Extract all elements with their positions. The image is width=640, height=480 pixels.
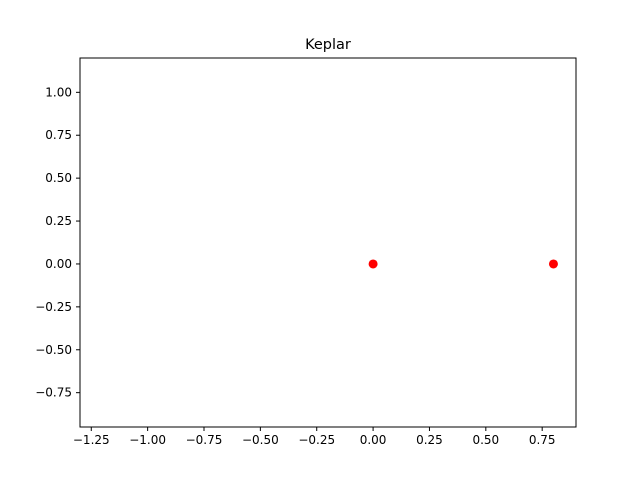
x-tick-label: −0.25 [298,433,335,447]
y-tick-label: 0.25 [45,214,72,228]
y-tick-label: 0.50 [45,171,72,185]
y-tick-label: −0.75 [35,386,72,400]
y-tick-label: −0.25 [35,300,72,314]
x-tick-label: 0.00 [360,433,387,447]
axes-frame [79,57,577,428]
x-tick-label: 0.50 [472,433,499,447]
y-tick-label: 1.00 [45,85,72,99]
plot-area: −1.25 −1.00 −0.75 −0.50 −0.25 0.00 0.25 0.50 0.7… [35,57,577,447]
x-tick-label: 0.75 [529,433,556,447]
x-tick-label: 0.25 [416,433,443,447]
x-tick-label: −0.75 [186,433,223,447]
x-tick-label: −0.50 [242,433,279,447]
y-tick-label: 0.75 [45,128,72,142]
x-tick-label: −1.00 [129,433,166,447]
y-tick-label: −0.50 [35,343,72,357]
data-point [548,259,558,269]
data-point [368,259,378,269]
chart-title: Keplar [305,37,351,53]
y-tick-label: 0.00 [45,257,72,271]
x-tick-label: −1.25 [73,433,110,447]
